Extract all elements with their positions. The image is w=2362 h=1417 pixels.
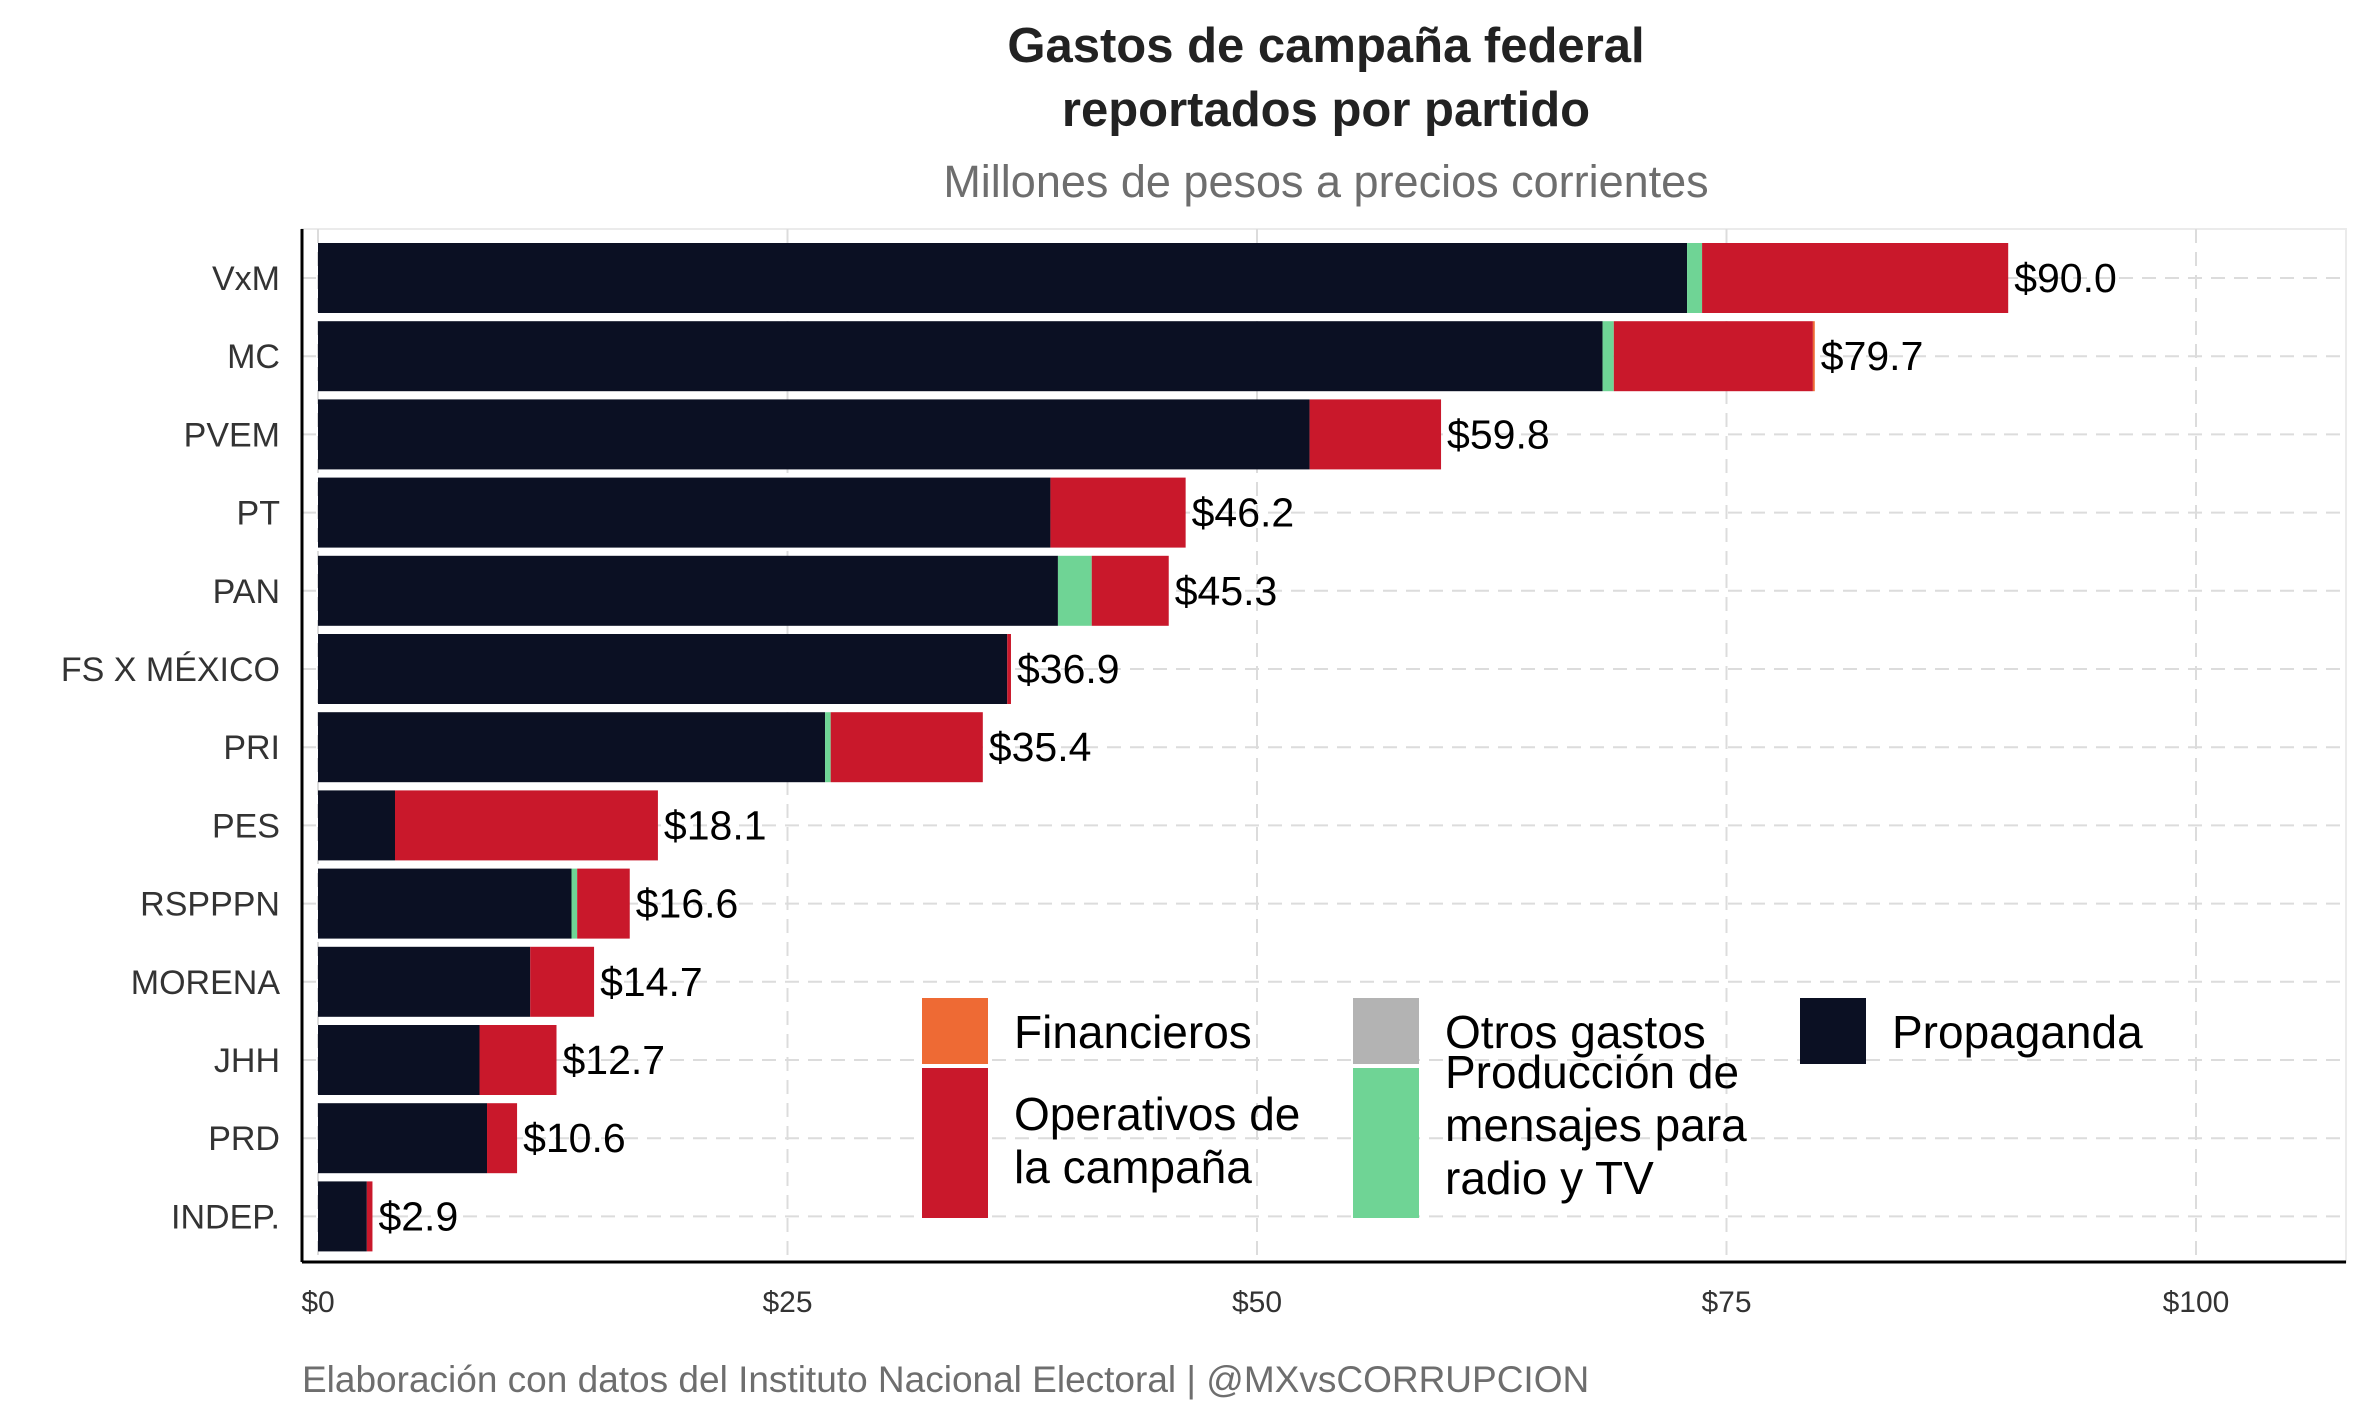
total-label: $2.9 [378, 1193, 458, 1239]
bar-segment-propaganda [318, 946, 531, 1017]
y-tick-label: MORENA [131, 964, 281, 1002]
total-label: $14.7 [600, 959, 703, 1005]
bar-segment-financieros [1812, 321, 1815, 392]
y-tick-label: JHH [214, 1042, 280, 1080]
bar-segment-propaganda [318, 634, 1008, 704]
chart-subtitle: Millones de pesos a precios corrientes [943, 156, 1708, 207]
bar-segment-propaganda [318, 1181, 367, 1252]
bar-segment-operativos [1091, 555, 1169, 626]
bar-segment-propaganda [318, 1103, 488, 1174]
bar-segment-produccion [825, 712, 831, 783]
total-label: $35.4 [989, 724, 1092, 770]
y-tick-label: INDEP. [171, 1198, 280, 1236]
chart-title-line-2: reportados por partido [1062, 83, 1590, 137]
total-label: $36.9 [1017, 646, 1120, 692]
legend: Financieros Otros gastos Propaganda Operati… [922, 998, 2143, 1218]
axes: $0 $25 $50 $75 $100 VxM MC PVEM PT PAN FS X MÉXICO… [61, 229, 2346, 1319]
y-tick-label: PRD [208, 1120, 280, 1158]
bar-segment-propaganda [318, 477, 1051, 548]
bar-segment-operativos [1309, 399, 1442, 470]
y-tick-label: RSPPPN [140, 886, 280, 924]
legend-label: radio y TV [1445, 1152, 1654, 1204]
legend-label: la campaña [1014, 1141, 1252, 1193]
total-label: $90.0 [2014, 255, 2117, 301]
total-label: $16.6 [636, 881, 739, 927]
total-label: $18.1 [664, 802, 767, 848]
bar-segment-propaganda [318, 790, 395, 861]
bar-segment-propaganda [318, 243, 1688, 313]
legend-label: Propaganda [1892, 1006, 2143, 1058]
y-tick-label: VxM [212, 260, 280, 298]
bar-segment-produccion [1602, 321, 1614, 392]
bar-segment-operativos [1613, 321, 1813, 392]
chart-caption: Elaboración con datos del Instituto Naci… [302, 1359, 1589, 1400]
y-tick-label: PRI [223, 729, 280, 767]
bar-segment-propaganda [318, 868, 572, 939]
x-tick-label: $25 [762, 1286, 812, 1319]
legend-swatch [1353, 998, 1419, 1064]
legend-label: Financieros [1014, 1006, 1252, 1058]
legend-label: mensajes para [1445, 1099, 1747, 1151]
y-tick-label: PAN [213, 573, 280, 611]
bar-segment-operativos [1007, 634, 1011, 704]
bar-segment-operativos [479, 1025, 557, 1095]
bar-segment-propaganda [318, 321, 1603, 392]
y-tick-label: FS X MÉXICO [61, 651, 280, 689]
chart-title-line-1: Gastos de campaña federal [1007, 19, 1644, 73]
legend-swatch [1800, 998, 1866, 1064]
total-label: $10.6 [523, 1115, 626, 1161]
bars [318, 243, 2009, 1252]
x-tick-label: $75 [1701, 1286, 1751, 1319]
y-tick-label: PVEM [184, 416, 280, 454]
total-label: $45.3 [1175, 568, 1278, 614]
x-tick-label: $100 [2163, 1286, 2230, 1319]
legend-label: Operativos de [1014, 1088, 1300, 1140]
y-tick-label: PT [237, 495, 280, 533]
total-labels: $90.0 $79.7 $59.8 $46.2 $45.3 $36.9 $35.4 $18.1… [378, 255, 2116, 1239]
x-tick-label: $50 [1232, 1286, 1282, 1319]
total-label: $12.7 [563, 1037, 666, 1083]
legend-swatch [922, 1068, 988, 1218]
bar-segment-produccion [1687, 243, 1703, 313]
legend-label: Producción de [1445, 1046, 1739, 1098]
bar-segment-operativos [830, 712, 983, 783]
bar-segment-operativos [530, 946, 595, 1017]
y-tick-label: PES [212, 807, 280, 845]
bar-segment-produccion [571, 868, 578, 939]
bar-segment-propaganda [318, 399, 1310, 470]
total-label: $59.8 [1447, 411, 1550, 457]
bar-segment-operativos [1050, 477, 1186, 548]
bar-segment-propaganda [318, 1025, 480, 1095]
legend-label: Otros gastos [1445, 1006, 1706, 1058]
bar-segment-operativos [577, 868, 630, 939]
bar-segment-operativos [487, 1103, 518, 1174]
y-tick-label: MC [227, 338, 280, 376]
bar-segment-propaganda [318, 555, 1058, 626]
total-label: $79.7 [1821, 333, 1924, 379]
bar-segment-propaganda [318, 712, 826, 783]
bar-segment-operativos [1702, 243, 2009, 313]
bar-segment-operativos [366, 1181, 373, 1252]
legend-swatch [1353, 1068, 1419, 1218]
x-tick-label: $0 [301, 1286, 334, 1319]
legend-swatch [922, 998, 988, 1064]
bar-segment-operativos [394, 790, 658, 861]
bar-segment-produccion [1057, 555, 1092, 626]
total-label: $46.2 [1192, 490, 1295, 536]
